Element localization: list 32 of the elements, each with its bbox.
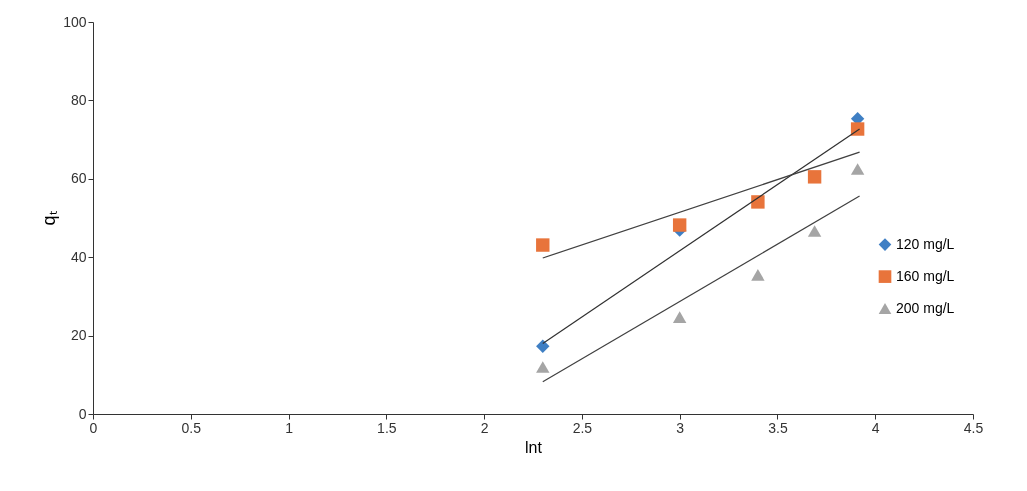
x-tick-label: 1.5 bbox=[377, 419, 397, 436]
point bbox=[850, 122, 865, 136]
legend-label: 120 mg/L bbox=[896, 235, 955, 252]
x-tick-label: 0.5 bbox=[181, 419, 202, 436]
x-tick-label: 1 bbox=[285, 419, 294, 436]
point bbox=[672, 311, 687, 323]
x-tick-label: 2.5 bbox=[572, 419, 593, 436]
y-tick-label: 20 bbox=[70, 327, 87, 344]
point bbox=[536, 361, 550, 373]
legend-label: 160 mg/L bbox=[896, 267, 955, 284]
point bbox=[536, 339, 550, 353]
y-tick-label: 100 bbox=[63, 13, 87, 30]
point bbox=[536, 238, 550, 252]
x-tick-label: 3 bbox=[676, 419, 685, 436]
x-axis-title: lnt bbox=[525, 438, 543, 456]
point bbox=[807, 225, 822, 237]
point bbox=[672, 218, 687, 232]
y-tick-label: 0 bbox=[78, 405, 87, 422]
y-tick-label: 80 bbox=[70, 91, 87, 108]
point bbox=[850, 163, 865, 175]
x-tick-label: 4 bbox=[871, 419, 880, 436]
y-tick-label: 40 bbox=[70, 248, 87, 265]
y-tick-label: 60 bbox=[70, 170, 87, 187]
point bbox=[807, 170, 822, 184]
x-tick-label: 3.5 bbox=[768, 419, 788, 436]
x-tick-label: 0 bbox=[89, 419, 98, 436]
point bbox=[751, 195, 765, 209]
x-tick-label: 2 bbox=[480, 419, 489, 436]
legend-label: 200 mg/L bbox=[896, 299, 955, 316]
point bbox=[751, 269, 765, 281]
y-axis-title: qₜ bbox=[39, 211, 60, 226]
x-tick-label: 4.5 bbox=[963, 419, 984, 436]
